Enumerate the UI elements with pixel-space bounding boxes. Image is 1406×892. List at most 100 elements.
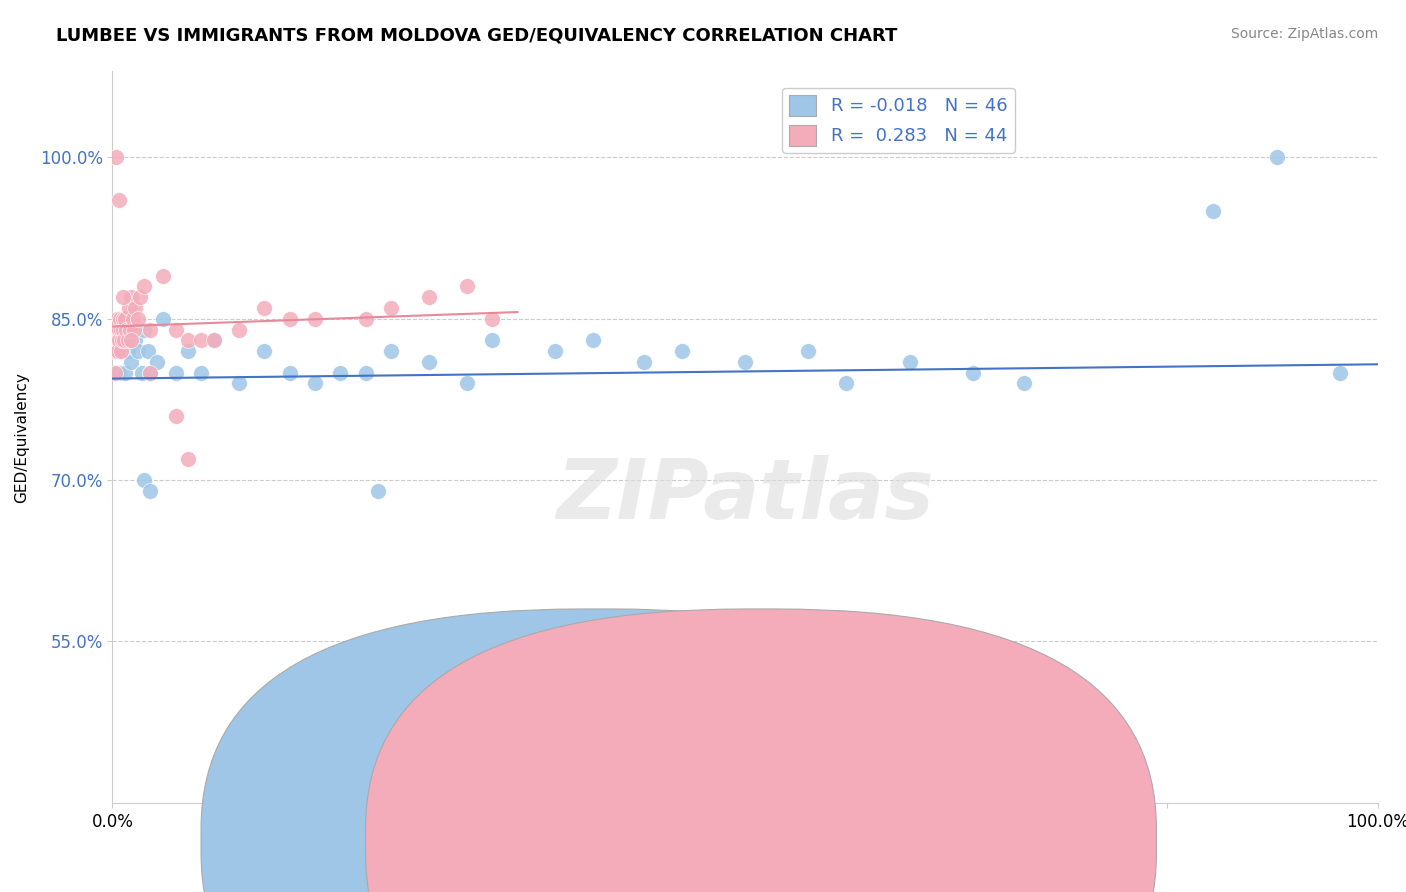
Text: Source: ZipAtlas.com: Source: ZipAtlas.com [1230,27,1378,41]
Point [177,333,200,347]
Point [111,333,134,347]
Point [152,311,174,326]
Point [108,311,131,326]
Y-axis label: GED/Equivalency: GED/Equivalency [14,372,28,502]
Point [104,366,127,380]
FancyBboxPatch shape [366,609,1156,892]
Point [304,311,326,326]
Point [329,366,352,380]
Point [1012,376,1035,391]
Point [146,355,169,369]
Point [177,344,200,359]
FancyBboxPatch shape [201,609,993,892]
Text: Lumbee: Lumbee [619,834,685,852]
Point [112,322,135,336]
Point [202,333,225,347]
Point [633,355,655,369]
Point [734,355,756,369]
Point [367,483,389,498]
Point [105,322,128,336]
Point [253,301,276,315]
Point [380,344,402,359]
Point [1265,150,1288,164]
Point [456,279,478,293]
Point [177,451,200,466]
Point [121,333,143,347]
Point [114,366,136,380]
Point [1202,204,1225,219]
Point [121,355,143,369]
Point [110,344,132,359]
Point [108,333,131,347]
Point [671,344,693,359]
Point [111,333,134,347]
Point [202,333,225,347]
Point [115,322,138,336]
Point [124,301,146,315]
Point [544,344,567,359]
Text: Immigrants from Moldova: Immigrants from Moldova [783,834,997,852]
Point [139,322,162,336]
Point [228,376,250,391]
Point [898,677,921,691]
Point [122,322,145,336]
Point [103,344,125,359]
Point [481,311,503,326]
Point [797,344,820,359]
Point [114,311,136,326]
Point [117,333,139,347]
Point [132,473,156,487]
Point [108,322,129,336]
Point [380,301,402,315]
Point [253,344,276,359]
Point [105,344,128,359]
Text: LUMBEE VS IMMIGRANTS FROM MOLDOVA GED/EQUIVALENCY CORRELATION CHART: LUMBEE VS IMMIGRANTS FROM MOLDOVA GED/EQ… [56,27,897,45]
Point [111,311,134,326]
Point [898,355,921,369]
Point [165,366,187,380]
Point [835,376,858,391]
Point [103,333,125,347]
Point [228,322,250,336]
Point [418,290,440,304]
Point [104,344,127,359]
Point [139,366,162,380]
Point [111,290,134,304]
Point [354,311,377,326]
Point [124,333,146,347]
Point [278,311,301,326]
Point [105,311,128,326]
Point [132,279,156,293]
Point [139,366,162,380]
Point [165,409,187,423]
Legend: R = -0.018   N = 46, R =  0.283   N = 44: R = -0.018 N = 46, R = 0.283 N = 44 [782,87,1015,153]
Point [354,366,377,380]
Point [121,290,143,304]
Point [962,366,984,380]
Point [121,311,143,326]
Point [110,322,132,336]
Point [1329,366,1351,380]
Point [112,333,135,347]
Point [152,268,174,283]
Point [107,333,129,347]
Point [304,376,326,391]
Point [131,366,153,380]
Point [190,333,212,347]
Point [108,194,129,208]
Point [108,366,129,380]
Point [127,311,149,326]
Point [190,366,212,380]
Point [481,333,503,347]
Point [278,366,301,380]
Point [456,376,478,391]
Point [127,344,149,359]
Point [129,290,152,304]
Point [120,322,142,336]
Point [117,344,139,359]
Point [107,344,129,359]
Text: ZIPatlas: ZIPatlas [557,455,934,536]
Point [139,483,162,498]
Point [105,150,128,164]
Point [165,322,187,336]
